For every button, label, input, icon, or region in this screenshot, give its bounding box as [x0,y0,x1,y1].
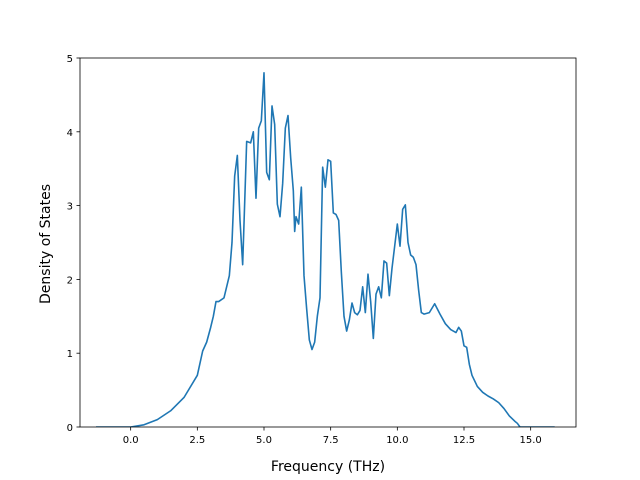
x-tick-label: 12.5 [453,435,475,446]
y-tick-label: 3 [67,202,73,213]
y-tick-label: 4 [67,128,73,139]
x-tick-label: 7.5 [323,435,339,446]
y-tick-label: 0 [67,423,73,434]
x-axis-label: Frequency (THz) [271,459,385,475]
x-tick-label: 10.0 [386,435,408,446]
y-tick-label: 5 [67,54,73,65]
y-axis-label: Density of States [38,184,54,304]
x-tick-label: 15.0 [520,435,542,446]
plot-area [96,71,555,427]
y-tick-label: 1 [67,349,73,360]
x-tick-label: 5.0 [256,435,272,446]
x-tick-label: 2.5 [189,435,205,446]
dos-series-line [96,71,555,427]
x-tick-label: 0.0 [123,435,139,446]
axes-frame [79,57,577,428]
y-tick-label: 2 [67,275,73,286]
axes: 0.0 2.5 5.0 7.5 10.0 12.5 15.0 0 1 2 3 4 5 [67,54,577,446]
